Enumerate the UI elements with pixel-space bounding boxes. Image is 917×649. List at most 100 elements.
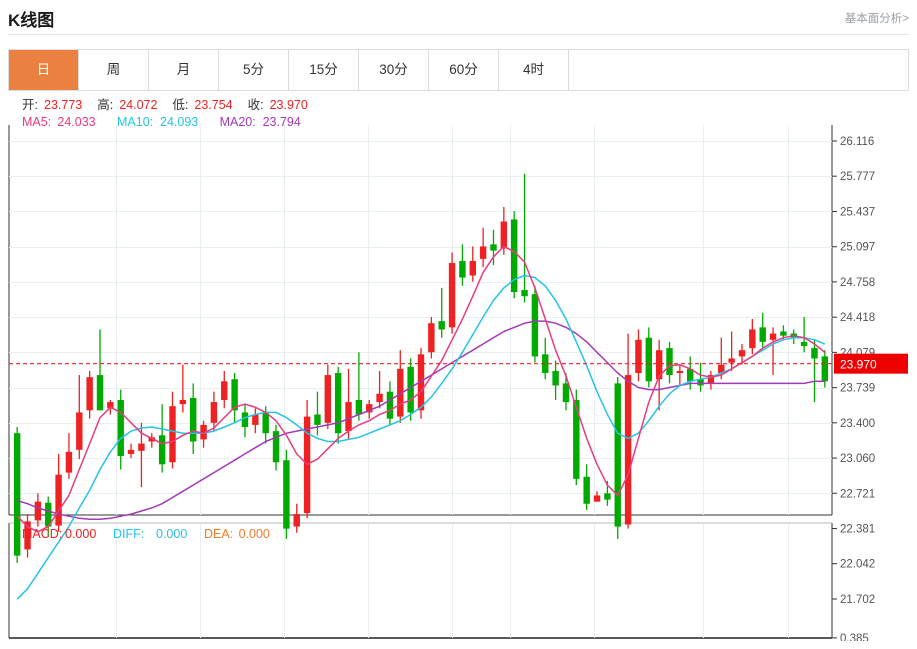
candle: [407, 366, 414, 413]
candle: [148, 437, 155, 442]
candle: [169, 406, 176, 463]
price-axis-label: 25.437: [840, 206, 875, 218]
candle: [428, 323, 435, 353]
candle: [138, 443, 145, 451]
candle: [221, 381, 228, 400]
candle: [252, 414, 259, 425]
candle: [55, 474, 62, 526]
tab-3[interactable]: 月: [149, 50, 219, 90]
kline-svg[interactable]: 26.116 25.777 25.437 25.097 24.758 24.418 24.0…: [8, 91, 909, 641]
tab-7[interactable]: 60分: [429, 50, 499, 90]
diff-label: DIFF:: [113, 527, 144, 541]
tab-label: 5分: [242, 62, 264, 77]
chart-frame: [8, 125, 833, 639]
candle: [179, 399, 187, 405]
header-divider: [8, 34, 909, 35]
candle: [718, 364, 725, 374]
candle: [593, 495, 601, 502]
candle: [780, 331, 787, 336]
candle: [635, 339, 642, 374]
candle: [769, 333, 777, 340]
candle: [283, 460, 290, 529]
candle: [469, 260, 476, 276]
candle: [552, 370, 559, 386]
candle: [96, 375, 104, 411]
candle: [573, 399, 580, 479]
chart-area[interactable]: 26.116 25.777 25.437 25.097 24.758 24.418 24.0…: [8, 91, 909, 641]
candle: [314, 414, 321, 425]
price-axis-label: 23.739: [840, 383, 875, 395]
ohlc-low-label: 低:: [172, 98, 188, 112]
ohlc-high-label: 高:: [97, 97, 113, 112]
price-axis-label: 22.042: [840, 559, 875, 571]
price-axis-label: 26.116: [840, 136, 874, 148]
candle: [13, 433, 21, 556]
candle: [355, 399, 363, 415]
tab-label: 周: [106, 62, 121, 77]
dea-value: 0.000: [239, 527, 270, 541]
macd-axis-label: 0.385: [840, 633, 869, 641]
tab-2[interactable]: 周: [79, 50, 149, 90]
candle: [107, 402, 114, 409]
candlestick-series: [13, 173, 829, 563]
ma20-line: [16, 320, 825, 521]
macd-legend: MACD: 0.000 DIFF: 0.000 DEA: 0.000: [22, 527, 270, 541]
candle: [759, 327, 766, 342]
candle: [231, 379, 238, 411]
price-axis-label: 22.381: [840, 524, 875, 536]
ohlc-open-value: 23.773: [44, 98, 82, 112]
ma-legend: MA5: 24.033 MA10: 24.093 MA20: 23.794: [22, 115, 301, 129]
page-title: K线图: [8, 11, 55, 30]
ma5-line: [16, 245, 826, 533]
candle: [324, 375, 332, 423]
price-axis-label: 21.702: [840, 594, 875, 606]
candle: [272, 431, 280, 463]
candle: [459, 260, 466, 278]
tabbar-filler: [569, 50, 908, 90]
candle: [479, 246, 487, 259]
tab-8[interactable]: 4时: [499, 50, 569, 90]
macd-label: MACD:: [22, 527, 62, 541]
candle: [158, 435, 166, 465]
ma10-value: 24.093: [160, 115, 198, 129]
current-price-tag-text: 23.970: [840, 358, 877, 372]
candle: [293, 514, 300, 527]
tab-label: 30分: [379, 62, 408, 77]
tab-label: 日: [36, 62, 51, 77]
price-axis-label: 23.060: [840, 453, 875, 465]
candle: [500, 221, 508, 249]
candle: [687, 368, 694, 382]
candle: [438, 321, 445, 330]
tab-1[interactable]: 日: [9, 50, 79, 90]
candle: [583, 476, 590, 504]
candle: [417, 354, 425, 411]
page-header: K线图 基本面分析>: [0, 0, 917, 35]
price-axis-label: 22.721: [840, 488, 875, 500]
candle: [738, 350, 746, 357]
tab-4[interactable]: 5分: [219, 50, 289, 90]
ma10-line: [16, 274, 826, 600]
candle: [655, 350, 663, 380]
candle: [386, 391, 394, 419]
tab-5[interactable]: 15分: [289, 50, 359, 90]
candle: [821, 356, 829, 382]
candle: [645, 337, 653, 382]
period-tabbar: 日 周 月 5分 15分 30分 60分 4时: [8, 49, 909, 91]
tab-6[interactable]: 30分: [359, 50, 429, 90]
ohlc-close-value: 23.970: [270, 98, 308, 112]
candle: [127, 449, 135, 454]
candle: [117, 399, 124, 457]
fundamental-analysis-link[interactable]: 基本面分析>: [844, 13, 909, 25]
current-price-tag: 23.970: [834, 353, 908, 374]
candle: [397, 368, 404, 417]
candle: [334, 373, 342, 434]
candle: [510, 219, 518, 293]
candle: [624, 375, 632, 525]
candle: [604, 493, 611, 500]
candle: [76, 412, 83, 450]
candle: [241, 412, 249, 427]
diff-value: 0.000: [156, 527, 187, 541]
candle: [562, 383, 570, 403]
price-axis: 26.11625.77725.43725.09724.75824.41824.0…: [832, 136, 875, 606]
